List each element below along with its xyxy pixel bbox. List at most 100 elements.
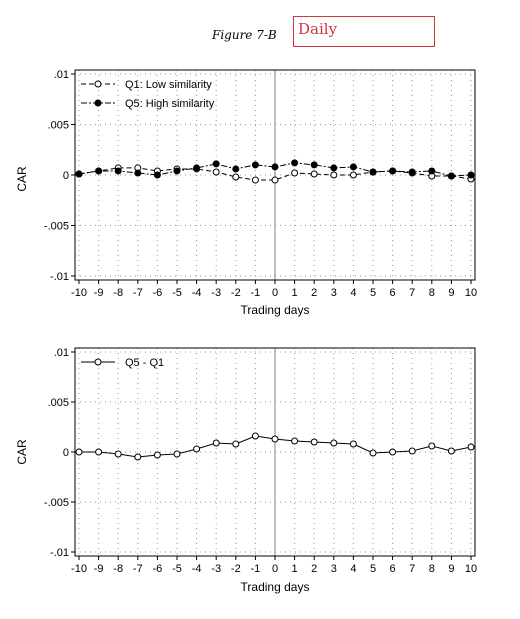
data-point	[291, 169, 299, 177]
x-tick-label: -8	[113, 287, 123, 299]
x-tick-label: 7	[409, 563, 415, 575]
legend-label: Q5: High similarity	[125, 98, 215, 110]
series-layer	[75, 159, 475, 184]
data-point	[291, 437, 299, 445]
x-tick-label: -10	[71, 563, 87, 575]
x-tick-label: 6	[390, 563, 396, 575]
legend-label: Q5 - Q1	[125, 357, 164, 369]
y-tick-label: -.005	[44, 221, 69, 233]
y-tick-label: -.01	[50, 547, 69, 559]
y-tick-label: 0	[63, 447, 69, 459]
x-tick-label: 0	[272, 287, 278, 299]
data-point	[330, 439, 338, 447]
x-tick-label: 2	[311, 563, 317, 575]
data-point	[349, 163, 357, 171]
data-point	[271, 163, 279, 171]
x-tick-label: -4	[192, 563, 202, 575]
x-tick-label: 9	[448, 287, 454, 299]
y-tick-label: -.005	[44, 497, 69, 509]
legend-marker	[94, 358, 102, 366]
data-point	[95, 448, 103, 456]
frequency-label-box: Daily	[293, 16, 435, 47]
data-point	[389, 167, 397, 175]
x-tick-label: -5	[172, 563, 182, 575]
data-point	[153, 451, 161, 459]
x-tick-label: 10	[465, 563, 477, 575]
x-tick-label: 1	[292, 287, 298, 299]
legend: Q5 - Q1	[81, 357, 164, 369]
data-point	[134, 453, 142, 461]
x-tick-label: -4	[192, 287, 202, 299]
data-point	[447, 172, 455, 180]
data-point	[232, 173, 240, 181]
x-tick-label: 9	[448, 563, 454, 575]
legend: Q1: Low similarity Q5: High similarity	[81, 79, 215, 110]
series-line-1	[78, 167, 472, 181]
x-tick-label: -2	[231, 563, 241, 575]
x-tick-label: 7	[409, 287, 415, 299]
frequency-label: Daily	[298, 20, 338, 38]
legend-marker	[94, 80, 102, 88]
x-tick-label: 4	[350, 563, 356, 575]
x-tick-label: 6	[390, 287, 396, 299]
x-tick-label: -8	[113, 563, 123, 575]
x-tick-label: 5	[370, 287, 376, 299]
x-tick-label: 3	[331, 563, 337, 575]
x-tick-label: -5	[172, 287, 182, 299]
data-point	[232, 165, 240, 173]
series-layer	[75, 432, 475, 461]
x-tick-label: 3	[331, 287, 337, 299]
x-tick-label: -6	[153, 287, 163, 299]
data-point	[349, 440, 357, 448]
data-point	[467, 443, 475, 451]
data-point	[193, 445, 201, 453]
data-point	[447, 447, 455, 455]
data-point	[310, 161, 318, 169]
x-tick-label: -3	[211, 563, 221, 575]
x-axis-label: Trading days	[241, 303, 310, 317]
data-point	[134, 169, 142, 177]
data-point	[408, 168, 416, 176]
y-tick-label: .01	[54, 69, 69, 81]
grid-layer	[75, 348, 475, 556]
data-point	[467, 171, 475, 179]
x-tick-label: -1	[251, 287, 261, 299]
data-point	[212, 160, 220, 168]
x-tick-label: 1	[292, 563, 298, 575]
data-point	[75, 170, 83, 178]
data-point	[349, 171, 357, 179]
data-point	[369, 168, 377, 176]
x-axis-label: Trading days	[241, 580, 310, 594]
data-point	[310, 438, 318, 446]
data-point	[114, 450, 122, 458]
legend-marker	[94, 99, 102, 107]
data-point	[75, 448, 83, 456]
x-tick-label: -7	[133, 563, 143, 575]
data-point	[271, 176, 279, 184]
x-tick-label: 8	[429, 563, 435, 575]
data-point	[310, 170, 318, 178]
x-tick-label: -1	[251, 563, 261, 575]
y-tick-label: .005	[48, 120, 69, 132]
data-point	[271, 435, 279, 443]
x-tick-label: -9	[94, 287, 104, 299]
x-tick-label: 4	[350, 287, 356, 299]
data-point	[114, 167, 122, 175]
data-point	[212, 168, 220, 176]
x-tick-label: 0	[272, 563, 278, 575]
data-point	[369, 449, 377, 457]
legend-label: Q1: Low similarity	[125, 79, 212, 91]
data-point	[251, 176, 259, 184]
y-tick-label: .01	[54, 347, 69, 359]
y-tick-label: 0	[63, 170, 69, 182]
data-point	[173, 450, 181, 458]
data-point	[330, 164, 338, 172]
data-point	[291, 159, 299, 167]
figure-label: Figure 7-B	[212, 28, 277, 42]
x-tick-label: -10	[71, 287, 87, 299]
data-point	[95, 167, 103, 175]
y-tick-label: .005	[48, 397, 69, 409]
